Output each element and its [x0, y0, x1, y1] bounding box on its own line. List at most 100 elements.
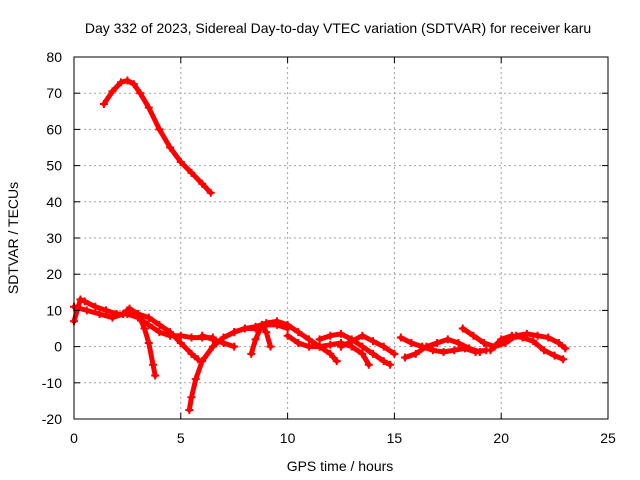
data-point [208, 342, 217, 351]
series-arc-l [401, 335, 484, 362]
y-axis-label: SDTVAR / TECUs [5, 182, 21, 294]
data-point [187, 349, 196, 358]
data-point [123, 76, 132, 85]
data-point [337, 342, 345, 351]
data-point [283, 331, 292, 340]
data-point [497, 335, 506, 344]
data-point [187, 168, 196, 177]
data-point [198, 357, 207, 366]
data-point [176, 338, 185, 347]
series-arc-i [315, 329, 395, 369]
data-point [187, 393, 196, 402]
data-series [70, 76, 570, 414]
data-point [304, 335, 313, 344]
data-point [102, 306, 111, 315]
data-point [136, 89, 145, 98]
data-point [144, 338, 153, 347]
data-point [411, 349, 420, 358]
data-point [198, 179, 207, 188]
series-arc-g [230, 317, 341, 366]
data-point [561, 344, 570, 353]
x-tick-label: 15 [387, 430, 403, 446]
data-point [465, 344, 474, 353]
y-tick-label: -10 [42, 375, 62, 391]
x-axis-ticks: 0 5 10 15 20 25 [70, 57, 616, 446]
data-point [206, 188, 215, 197]
series-line [199, 333, 237, 350]
data-point [283, 320, 292, 329]
data-point [539, 346, 548, 355]
data-point [262, 328, 271, 337]
data-point [251, 335, 260, 344]
data-point [129, 80, 138, 89]
y-tick-label: 20 [46, 266, 62, 282]
data-point [443, 335, 452, 344]
series-arc-e [198, 331, 239, 351]
data-point [433, 338, 442, 347]
data-point [559, 355, 568, 364]
data-point [76, 295, 85, 304]
data-point [116, 78, 125, 87]
data-point [304, 342, 313, 351]
data-point [95, 310, 104, 319]
y-tick-label: 80 [46, 49, 62, 65]
data-point [450, 346, 459, 355]
data-point [326, 349, 335, 358]
data-point [401, 353, 410, 362]
grid-lines [74, 57, 608, 419]
data-point [82, 306, 91, 315]
data-point [439, 348, 448, 357]
data-point [518, 333, 527, 342]
data-point [155, 328, 164, 337]
y-tick-label: 40 [46, 194, 62, 210]
data-point [251, 322, 260, 331]
data-point [544, 333, 553, 342]
data-point [294, 328, 303, 337]
x-tick-label: 25 [600, 430, 616, 446]
data-point [185, 405, 194, 414]
data-point [347, 337, 356, 346]
data-point [358, 342, 367, 351]
data-point [475, 348, 484, 357]
data-point [151, 371, 160, 380]
data-point [230, 328, 239, 337]
series-arc-b [70, 302, 160, 380]
data-point [108, 87, 117, 96]
data-point [140, 324, 149, 333]
data-point [379, 342, 388, 351]
data-point [390, 349, 399, 358]
data-point [166, 328, 175, 337]
data-point [529, 337, 538, 346]
data-point [364, 360, 373, 369]
data-point [230, 342, 239, 351]
data-point [407, 338, 416, 347]
data-point [315, 342, 324, 351]
data-point [144, 320, 153, 329]
data-point [80, 297, 89, 306]
data-point [240, 324, 249, 333]
data-point [187, 333, 196, 342]
data-point [337, 329, 345, 338]
data-point [550, 351, 559, 360]
data-point [176, 157, 185, 166]
data-point [176, 331, 185, 340]
data-point [458, 324, 467, 333]
y-tick-label: 50 [46, 158, 62, 174]
data-point [144, 313, 153, 322]
data-point [326, 340, 335, 349]
data-point [396, 333, 405, 342]
data-point [315, 335, 324, 344]
data-point [108, 313, 117, 322]
data-point [155, 125, 164, 134]
series-arc-j [337, 331, 399, 358]
data-point [247, 349, 256, 358]
data-point [91, 302, 100, 311]
data-point [386, 360, 395, 369]
data-point [294, 338, 303, 347]
data-point [454, 338, 463, 347]
series-arc-c [123, 306, 202, 364]
data-point [326, 331, 335, 340]
series-line [101, 78, 214, 196]
data-point [134, 310, 143, 319]
x-tick-label: 10 [280, 430, 296, 446]
